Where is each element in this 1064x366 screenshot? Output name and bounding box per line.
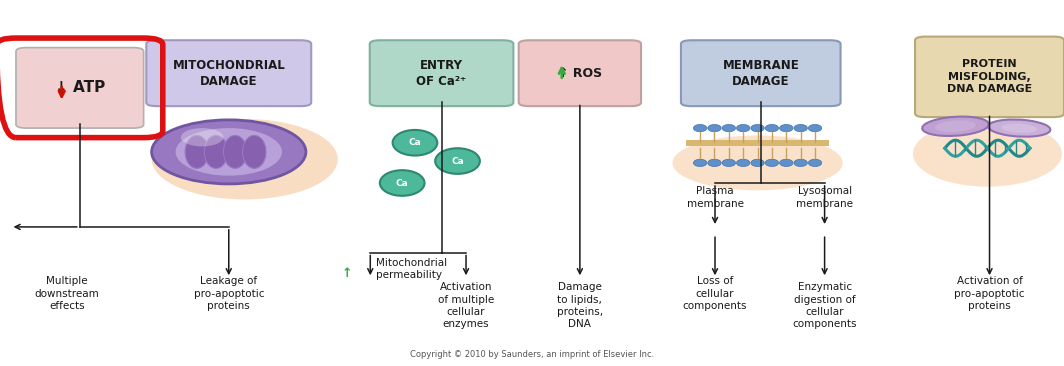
Ellipse shape [809,159,821,167]
Ellipse shape [765,124,779,132]
Text: ENTRY
OF Ca²⁺: ENTRY OF Ca²⁺ [416,59,467,88]
Ellipse shape [151,119,337,199]
FancyBboxPatch shape [519,40,641,106]
Ellipse shape [809,124,821,132]
Ellipse shape [988,119,1050,137]
Text: ↓ ATP: ↓ ATP [54,81,105,95]
Ellipse shape [435,148,480,174]
Text: MITOCHONDRIAL
DAMAGE: MITOCHONDRIAL DAMAGE [172,59,285,88]
Text: Activation of
pro-apoptotic
proteins: Activation of pro-apoptotic proteins [954,276,1025,311]
Text: Ca: Ca [451,157,464,165]
Text: MEMBRANE
DAMAGE: MEMBRANE DAMAGE [722,59,799,88]
Ellipse shape [780,124,793,132]
Ellipse shape [708,159,721,167]
Ellipse shape [694,124,706,132]
Text: ↑ ROS: ↑ ROS [558,67,602,80]
Ellipse shape [722,159,735,167]
Text: Mitochondrial
permeability: Mitochondrial permeability [376,258,447,280]
Ellipse shape [176,128,282,176]
FancyBboxPatch shape [146,40,311,106]
FancyBboxPatch shape [681,40,841,106]
Ellipse shape [751,159,764,167]
FancyBboxPatch shape [16,48,144,128]
Text: Plasma
membrane: Plasma membrane [686,186,744,209]
FancyBboxPatch shape [685,140,829,146]
Ellipse shape [708,124,721,132]
FancyBboxPatch shape [153,44,304,72]
FancyBboxPatch shape [369,40,513,106]
Text: Multiple
downstream
effects: Multiple downstream effects [35,276,99,311]
Text: Loss of
cellular
components: Loss of cellular components [683,276,747,311]
Ellipse shape [736,159,750,167]
Ellipse shape [794,159,808,167]
Ellipse shape [913,121,1062,187]
Ellipse shape [243,135,266,168]
Ellipse shape [151,120,306,184]
Ellipse shape [922,117,988,136]
Ellipse shape [1001,123,1037,133]
Ellipse shape [181,128,223,146]
Ellipse shape [393,130,437,156]
Ellipse shape [223,135,247,168]
FancyBboxPatch shape [915,37,1064,117]
Ellipse shape [185,135,209,168]
FancyBboxPatch shape [688,44,833,72]
Ellipse shape [751,124,764,132]
Text: Activation
of multiple
cellular
enzymes: Activation of multiple cellular enzymes [438,282,494,329]
Ellipse shape [204,135,228,168]
Ellipse shape [380,170,425,196]
Text: Ca: Ca [396,179,409,187]
FancyBboxPatch shape [23,52,136,86]
Ellipse shape [722,124,735,132]
Text: Ca: Ca [409,138,421,147]
Ellipse shape [794,124,808,132]
FancyBboxPatch shape [377,44,505,72]
FancyBboxPatch shape [526,44,634,72]
Ellipse shape [935,120,976,132]
Ellipse shape [765,159,779,167]
FancyBboxPatch shape [922,41,1057,75]
Ellipse shape [694,159,706,167]
Ellipse shape [672,135,843,190]
Text: Copyright © 2010 by Saunders, an imprint of Elsevier Inc.: Copyright © 2010 by Saunders, an imprint… [410,350,654,359]
Ellipse shape [736,124,750,132]
Text: Damage
to lipids,
proteins,
DNA: Damage to lipids, proteins, DNA [556,282,603,329]
Text: ↑: ↑ [342,267,352,280]
Text: Lysosomal
membrane: Lysosomal membrane [796,186,853,209]
Text: Enzymatic
digestion of
cellular
components: Enzymatic digestion of cellular componen… [793,282,857,329]
Text: PROTEIN
MISFOLDING,
DNA DAMAGE: PROTEIN MISFOLDING, DNA DAMAGE [947,59,1032,94]
Text: Leakage of
pro-apoptotic
proteins: Leakage of pro-apoptotic proteins [194,276,264,311]
Ellipse shape [780,159,793,167]
